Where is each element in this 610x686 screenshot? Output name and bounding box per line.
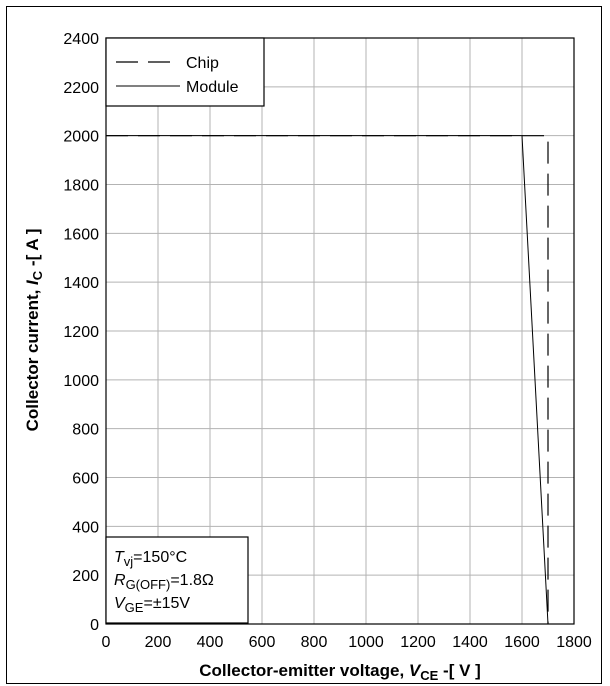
x-tick-label: 800 — [301, 634, 328, 651]
y-tick-label: 400 — [72, 519, 99, 536]
y-tick-label: 800 — [72, 422, 99, 439]
y-tick-label: 1400 — [63, 275, 99, 292]
condition-tvj-subscript: vj — [124, 554, 134, 569]
conditions-frame — [105, 536, 249, 624]
condition-rg-symbol: R — [114, 572, 126, 589]
y-tick-label: 1600 — [63, 226, 99, 243]
series-group — [106, 135, 549, 625]
x-tick-label: 1000 — [348, 634, 384, 651]
y-tick-label: 0 — [90, 617, 99, 634]
x-tick-label: 1200 — [400, 634, 436, 651]
legend-label-chip: Chip — [186, 55, 219, 72]
y-axis-label-suffix: -[ A ] — [23, 229, 42, 271]
plot-border — [105, 37, 575, 625]
y-axis-label-prefix: Collector current, — [23, 285, 42, 431]
condition-tvj-value: =150°C — [133, 549, 187, 566]
condition-vge-subscript: GE — [125, 600, 144, 615]
legend-box — [105, 37, 265, 107]
series-line-module — [106, 135, 549, 625]
conditions-box: Tvj=150°C RG(OFF)=1.8Ω VGE=±15V — [105, 536, 249, 624]
y-tick-label: 2400 — [63, 31, 99, 48]
y-tick-label: 1800 — [63, 178, 99, 195]
x-tick-label: 1400 — [452, 634, 488, 651]
x-tick-label: 400 — [197, 634, 224, 651]
x-axis-label: Collector-emitter voltage, VCE -[ V ] — [199, 661, 481, 683]
y-tick-label: 600 — [72, 471, 99, 488]
x-axis-label-prefix: Collector-emitter voltage, — [199, 661, 409, 680]
condition-tvj: Tvj=150°C — [114, 549, 187, 569]
grid — [105, 37, 575, 625]
x-tick-label: 0 — [102, 634, 111, 651]
tick-labels: 0 200 400 600 800 1000 1200 1400 1600 1800 0 200 400… — [63, 31, 591, 651]
y-tick-label: 2000 — [63, 129, 99, 146]
y-axis-label-symbol: I — [23, 279, 42, 285]
y-axis-label-subscript: C — [30, 270, 45, 280]
y-tick-label: 200 — [72, 568, 99, 585]
condition-vge: VGE=±15V — [114, 595, 190, 615]
x-tick-label: 200 — [145, 634, 172, 651]
y-tick-label: 1000 — [63, 373, 99, 390]
y-tick-label: 2200 — [63, 80, 99, 97]
x-axis-label-symbol: V — [409, 661, 422, 680]
legend-label-module: Module — [186, 79, 239, 96]
condition-rg-subscript: G(OFF) — [126, 577, 171, 592]
y-axis-label: Collector current, IC -[ A ] — [23, 229, 45, 432]
chart-frame — [6, 6, 602, 684]
condition-tvj-symbol: T — [114, 549, 125, 566]
condition-rg: RG(OFF)=1.8Ω — [114, 572, 214, 592]
x-axis-label-subscript: CE — [420, 668, 438, 683]
condition-vge-symbol: V — [114, 595, 126, 612]
x-tick-label: 1600 — [504, 634, 540, 651]
y-tick-label: 1200 — [63, 324, 99, 341]
x-tick-label: 1800 — [556, 634, 592, 651]
condition-rg-value: =1.8Ω — [170, 572, 214, 589]
x-axis-label-suffix: -[ V ] — [438, 661, 481, 680]
legend: Chip Module — [105, 37, 265, 107]
condition-vge-value: =±15V — [143, 595, 190, 612]
x-tick-label: 600 — [249, 634, 276, 651]
